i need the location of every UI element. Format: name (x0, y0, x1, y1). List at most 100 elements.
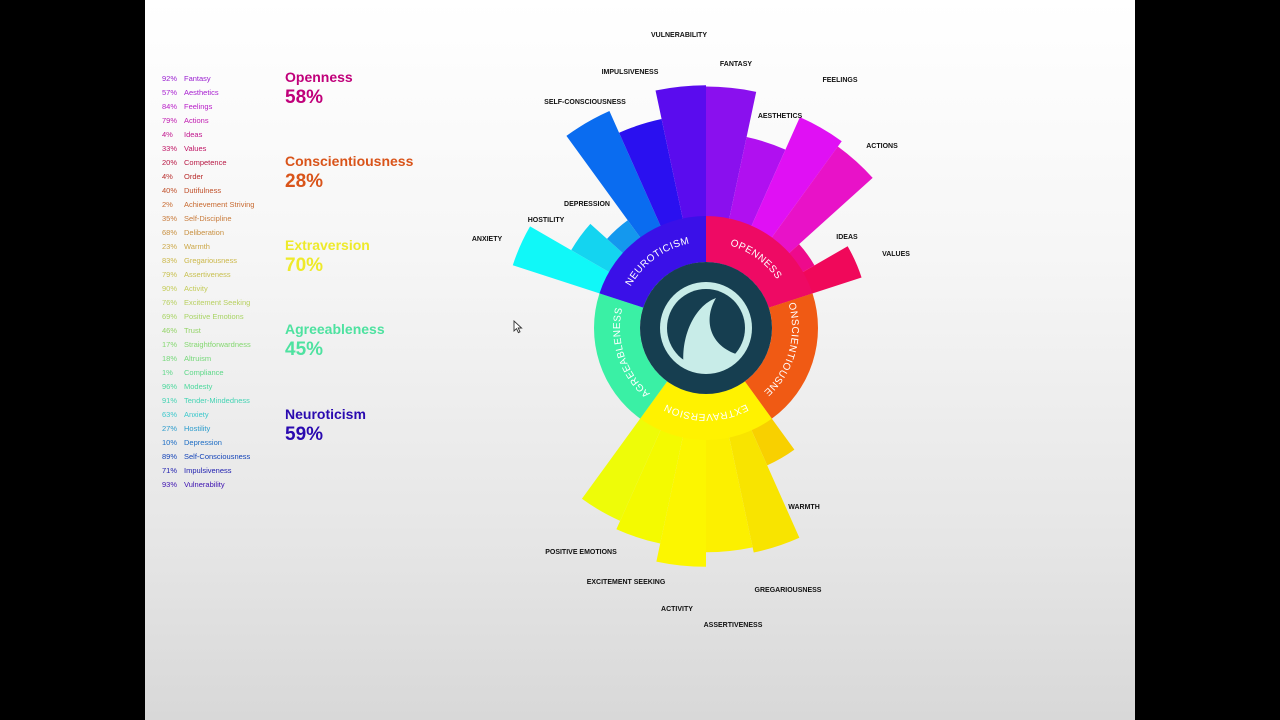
facet-list-item: 76% Excitement Seeking (162, 296, 282, 310)
facet-percent: 40% (162, 186, 178, 195)
facet-name: Activity (184, 284, 208, 293)
facet-percent: 35% (162, 214, 178, 223)
trait-neuroticism: Neuroticism 59% (285, 406, 366, 446)
facet-name: Competence (184, 158, 227, 167)
facet-name: Gregariousness (184, 256, 237, 265)
facet-list-item: 20% Competence (162, 156, 282, 170)
trait-ring (594, 216, 818, 441)
ring-segment-agreeableness[interactable] (594, 293, 668, 419)
ring-segment-extraversion[interactable] (640, 381, 772, 441)
facet-percent: 1% (162, 368, 173, 377)
trait-percent: 59% (285, 424, 324, 445)
facet-percent: 46% (162, 326, 178, 335)
trait-name: Extraversion (285, 237, 370, 253)
facet-name: Self-Consciousness (184, 452, 251, 461)
facet-name: Tender-Mindedness (184, 396, 250, 405)
trait-agreeableness: Agreeableness 45% (285, 321, 385, 361)
facet-list-item: 63% Anxiety (162, 408, 282, 422)
facet-list-item: 10% Depression (162, 436, 282, 450)
facet-list-item: 2% Achievement Striving (162, 198, 282, 212)
facet-name: Deliberation (184, 228, 225, 237)
facet-percent: 4% (162, 130, 173, 139)
facet-list-item: 92% Fantasy (162, 72, 282, 86)
facet-label: VALUES (882, 251, 910, 258)
facet-list-item: 79% Actions (162, 114, 282, 128)
facet-list: 92% Fantasy 57% Aesthetics 84% Feelings 79% Act… (162, 72, 282, 492)
facet-name: Anxiety (184, 410, 209, 419)
facet-percent: 17% (162, 340, 178, 349)
facet-percent: 20% (162, 158, 178, 167)
facet-list-item: 33% Values (162, 142, 282, 156)
facet-name: Vulnerability (184, 480, 225, 489)
facet-list-item: 96% Modesty (162, 380, 282, 394)
trait-name: Openness (285, 69, 353, 85)
facet-label: FANTASY (720, 61, 752, 68)
facet-list-item: 89% Self-Consciousness (162, 450, 282, 464)
facet-percent: 23% (162, 242, 178, 251)
facet-percent: 33% (162, 144, 178, 153)
facet-name: Hostility (184, 424, 211, 433)
trait-percent: 45% (285, 339, 324, 360)
facet-label: ASSERTIVENESS (704, 622, 763, 629)
facet-percent: 63% (162, 410, 178, 419)
facet-list-item: 18% Altruism (162, 352, 282, 366)
trait-extraversion: Extraversion 70% (285, 237, 370, 277)
facet-percent: 76% (162, 298, 178, 307)
ring-segment-openness[interactable] (706, 216, 813, 308)
facet-percent: 2% (162, 200, 173, 209)
facet-name: Values (184, 144, 207, 153)
facet-name: Depression (184, 438, 222, 447)
facet-name: Dutifulness (184, 186, 222, 195)
facet-list-item: 17% Straightforwardness (162, 338, 282, 352)
facet-percent: 93% (162, 480, 178, 489)
facet-label: AESTHETICS (758, 113, 803, 120)
facet-percent: 83% (162, 256, 178, 265)
facet-label: VULNERABILITY (651, 32, 707, 39)
facet-name: Trust (184, 326, 201, 335)
facet-label: GREGARIOUSNESS (755, 587, 822, 594)
personality-sunburst-chart: OPENNESSCONSCIENTIOUSNESSEXTRAVERSIONAGR… (145, 0, 910, 629)
facet-list-item: 4% Order (162, 170, 282, 184)
trait-name: Agreeableness (285, 321, 385, 337)
mouse-cursor-icon (513, 320, 523, 334)
facet-label: WARMTH (788, 504, 820, 511)
facet-name: Order (184, 172, 204, 181)
facet-label: FEELINGS (822, 77, 857, 84)
facet-list-item: 71% Impulsiveness (162, 464, 282, 478)
facet-list-item: 40% Dutifulness (162, 184, 282, 198)
facet-name: Feelings (184, 102, 213, 111)
ring-segment-neuroticism[interactable] (599, 216, 706, 308)
facet-percent: 91% (162, 396, 178, 405)
facet-percent: 68% (162, 228, 178, 237)
facet-name: Actions (184, 116, 209, 125)
facet-label: HOSTILITY (528, 217, 565, 224)
facet-percent: 10% (162, 438, 178, 447)
facet-percent: 84% (162, 102, 178, 111)
trait-name: Neuroticism (285, 406, 366, 422)
facet-label: IMPULSIVENESS (602, 69, 659, 76)
center-logo-icon (640, 262, 772, 394)
trait-percent: 70% (285, 255, 324, 276)
facet-percent: 89% (162, 452, 178, 461)
facet-list-item: 79% Assertiveness (162, 268, 282, 282)
facet-list-item: 68% Deliberation (162, 226, 282, 240)
facet-percent: 27% (162, 424, 178, 433)
trait-percent: 28% (285, 171, 324, 192)
facet-list-item: 84% Feelings (162, 100, 282, 114)
facet-percent: 69% (162, 312, 178, 321)
facet-percent: 57% (162, 88, 178, 97)
facet-percent: 71% (162, 466, 178, 475)
facet-name: Aesthetics (184, 88, 219, 97)
facet-percent: 18% (162, 354, 178, 363)
facet-percent: 96% (162, 382, 178, 391)
facet-list-item: 1% Compliance (162, 366, 282, 380)
trait-openness: Openness 58% (285, 69, 353, 109)
ring-segment-conscientiousness[interactable] (744, 293, 818, 419)
trait-conscientiousness: Conscientiousness 28% (285, 153, 413, 193)
facet-list-item: 23% Warmth (162, 240, 282, 254)
facet-name: Self-Discipline (184, 214, 232, 223)
trait-percent: 58% (285, 87, 324, 108)
facet-list-item: 83% Gregariousness (162, 254, 282, 268)
facet-list-item: 4% Ideas (162, 128, 282, 142)
facet-list-item: 27% Hostility (162, 422, 282, 436)
